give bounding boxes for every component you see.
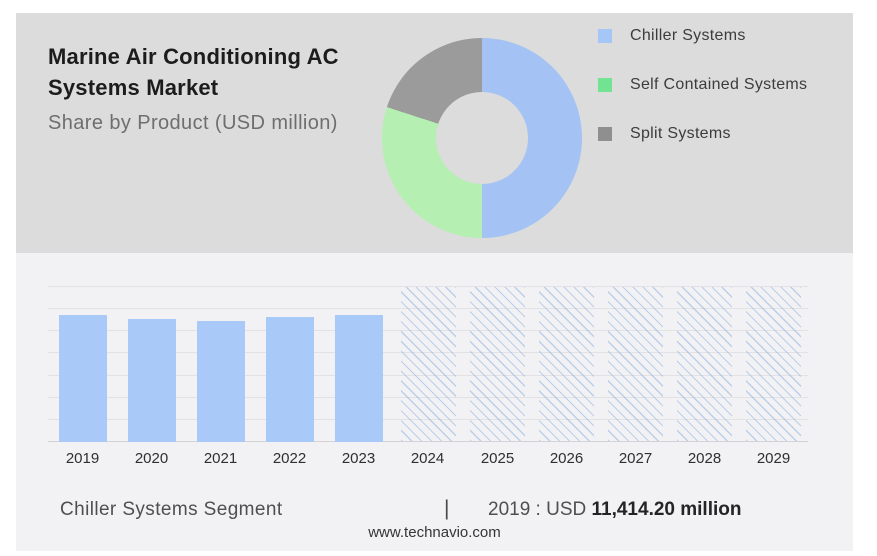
caption-separator: | [444,497,450,520]
x-label-2028: 2028 [687,450,722,467]
forecast-hatch-2024 [401,287,456,441]
x-label-2021: 2021 [203,450,238,467]
segment-label: Chiller Systems Segment [60,499,283,520]
x-label-2029: 2029 [756,450,791,467]
x-label-2023: 2023 [341,450,376,467]
x-label-2027: 2027 [618,450,653,467]
title-block: Marine Air Conditioning AC Systems Marke… [48,41,339,135]
donut-legend: Chiller Systems Self Contained Systems Spl… [598,27,808,176]
legend-item-2: Split Systems [598,125,807,142]
legend-swatch-icon [598,127,612,141]
forecast-hatch-2027 [608,287,663,441]
page-title-line-2: Systems Market [48,75,219,100]
x-label-2026: 2026 [549,450,584,467]
x-label-2022: 2022 [272,450,307,467]
x-axis-labels: 2019 2020 2021 2022 2023 2024 2025 2026 2027 2028… [48,450,808,468]
bar-chart-plot [48,286,808,442]
forecast-hatch-2025 [470,287,525,441]
legend-item-1: Self Contained Systems [598,76,808,93]
bar-2020 [128,319,176,442]
donut-hole [436,92,528,184]
forecast-hatch-2026 [539,287,594,441]
bar-2021 [197,321,245,442]
donut-chart [382,38,582,238]
forecast-hatch-2028 [677,287,732,441]
site-url: www.technavio.com [368,524,501,541]
legend-label: Chiller Systems [630,27,746,44]
bar-2022 [266,317,314,442]
forecast-hatch-2029 [746,287,801,441]
legend-item-0: Chiller Systems [598,27,807,44]
x-label-2024: 2024 [410,450,445,467]
bar-2023 [335,315,383,442]
legend-label: Self Contained Systems [630,76,808,93]
x-axis-baseline [48,441,808,442]
page-subtitle: Share by Product (USD million) [48,112,338,134]
bar-chart-panel: 2019 2020 2021 2022 2023 2024 2025 2026 2027 2028… [16,253,853,551]
caption-row: Chiller Systems Segment | 2019 : USD 11,… [16,497,853,525]
legend-label: Split Systems [630,125,731,142]
bar-2019 [59,315,107,442]
legend-swatch-icon [598,29,612,43]
gridline [48,286,808,287]
page-title-line-1: Marine Air Conditioning AC [48,44,339,69]
segment-value-amount: 11,414.20 million [591,499,742,520]
segment-value-prefix: 2019 : USD [488,499,592,520]
legend-swatch-icon [598,78,612,92]
x-label-2019: 2019 [65,450,100,467]
x-label-2020: 2020 [134,450,169,467]
summary-panel: Marine Air Conditioning AC Systems Marke… [16,13,853,253]
x-label-2025: 2025 [480,450,515,467]
segment-value: 2019 : USD 11,414.20 million [488,499,741,521]
